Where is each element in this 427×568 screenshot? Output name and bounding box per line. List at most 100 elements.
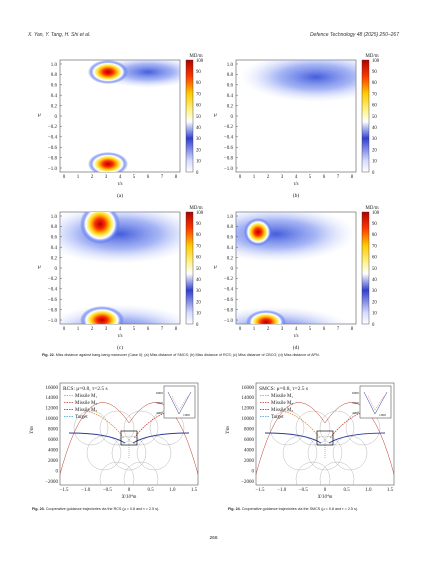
y-tick-label: 0.2 [227, 104, 234, 109]
inset-tick: 1000 [379, 413, 386, 417]
y-tick-label: 8000 [48, 428, 59, 433]
colorbar-tick: 20 [372, 300, 377, 305]
x-tick-label: 1 [253, 175, 256, 180]
y-tick-label: −0.6 [224, 146, 234, 151]
colorbar-title: MD/m [365, 206, 378, 211]
y-tick-label: −0.6 [224, 298, 234, 303]
y-tick-label: −0.4 [224, 136, 234, 141]
y-axis-label: μ [214, 264, 217, 270]
x-tick-label: 1 [253, 327, 256, 332]
colorbar-tick: 10 [372, 312, 377, 317]
y-tick-label: 0.4 [51, 246, 58, 251]
y-tick-label: 0 [55, 267, 58, 272]
inset-tick: 5000 [352, 401, 359, 405]
colorbar-tick: 50 [372, 267, 377, 272]
y-tick-label: 4000 [244, 448, 255, 453]
y-tick-label: 16000 [242, 386, 255, 391]
inset-trajectory [167, 391, 192, 415]
trajectory-panel: 6000 5000 4000 1000 SMCS: μ=0.8, τ=2.5 s Miss… [226, 382, 395, 500]
region-circle [99, 461, 135, 485]
x-tick-label: 3 [281, 327, 284, 332]
colorbar-tick: 40 [372, 278, 377, 283]
y-tick-label: 0 [56, 469, 59, 474]
colorbar-tick: 90 [196, 222, 201, 227]
region-circle [319, 461, 355, 485]
panel-label: (d) [293, 344, 300, 351]
colorbar-tick: 30 [372, 289, 377, 294]
inset-tick: 5000 [156, 401, 163, 405]
y-tick-label: −0.8 [48, 308, 58, 313]
heat-region [236, 212, 356, 262]
x-tick-label: 2 [267, 175, 270, 180]
y-tick-label: −0.4 [48, 136, 58, 141]
inset-tick: 4000 [156, 411, 163, 415]
x-tick-label: 1.5 [191, 488, 198, 493]
colorbar-title: MD/m [365, 54, 378, 59]
hot-region [80, 306, 124, 324]
y-tick-label: 8000 [244, 428, 255, 433]
y-axis-label: μ [38, 264, 41, 270]
region-circle [123, 410, 159, 446]
inset-tick: 4000 [352, 411, 359, 415]
x-tick-label: −1.5 [59, 488, 69, 493]
x-tick-label: 1 [77, 175, 80, 180]
y-axis-label: Y/m [226, 426, 231, 434]
colorbar-tick: 100 [196, 211, 204, 216]
x-tick-label: 0 [63, 175, 66, 180]
heatmap-panel: 1.0 0.8 0.6 0.4 0.2 0 −0.2 −0.4 −0.6 −0.8 −1.0 0 1 2 3… [214, 206, 380, 351]
colorbar-tick: 30 [196, 289, 201, 294]
inset-trajectory [171, 395, 189, 411]
page-number: 266 [209, 536, 218, 541]
inset-tick: 6000 [156, 391, 163, 395]
x-tick-label: 6 [147, 327, 150, 332]
x-tick-label: 1.0 [169, 488, 176, 493]
y-tick-label: −0.2 [224, 277, 234, 282]
colorbar-tick: 10 [372, 160, 377, 165]
colorbar-tick: 70 [196, 92, 201, 97]
y-tick-label: 6000 [48, 438, 59, 443]
x-tick-label: 5 [309, 327, 312, 332]
y-tick-label: 0.2 [227, 256, 234, 261]
x-tick-label: 4 [295, 175, 298, 180]
y-tick-label: 1.0 [51, 215, 58, 220]
x-tick-label: 7 [337, 327, 340, 332]
colorbar-tick: 20 [372, 148, 377, 153]
y-tick-label: 0.6 [227, 84, 234, 89]
y-tick-label: 10000 [242, 417, 255, 422]
heat-region [96, 178, 200, 206]
x-tick-label: 8 [175, 327, 178, 332]
colorbar-tick: 50 [372, 115, 377, 120]
colorbar-title: MD/m [189, 54, 202, 59]
trajectory-m1 [83, 410, 125, 439]
trajectory-m3 [132, 432, 190, 444]
fig24-caption: Fig. 24. Cooperative guidance trajectori… [228, 507, 359, 511]
x-tick-label: 0 [239, 175, 242, 180]
x-tick-label: 4 [119, 175, 122, 180]
y-tick-label: 1.0 [227, 63, 234, 68]
params-label: RCS: μ=0.8, τ=2.5 s [63, 386, 108, 392]
y-tick-label: 14000 [46, 396, 59, 401]
y-tick-label: 0.4 [51, 94, 58, 99]
y-tick-label: 0.4 [227, 246, 234, 251]
inset-trajectory [363, 391, 388, 415]
colorbar [185, 59, 194, 173]
colorbar-tick: 0 [372, 323, 375, 328]
y-tick-label: 1.0 [51, 63, 58, 68]
colorbar [361, 59, 370, 173]
y-tick-label: 0 [55, 115, 58, 120]
x-tick-label: 5 [309, 175, 312, 180]
x-tick-label: 5 [133, 327, 136, 332]
heat-region [241, 60, 356, 102]
y-tick-label: 2000 [244, 459, 255, 464]
colorbar-tick: 0 [196, 323, 199, 328]
x-tick-label: 8 [351, 327, 354, 332]
inset-tick: 1000 [183, 413, 190, 417]
y-tick-label: 14000 [242, 396, 255, 401]
colorbar-tick: 90 [372, 70, 377, 75]
legend-label: Missile M₃ [75, 408, 97, 413]
y-tick-label: 16000 [46, 386, 59, 391]
y-tick-label: 0 [252, 469, 255, 474]
y-tick-label: −0.8 [48, 156, 58, 161]
panel-label: (a) [117, 192, 123, 199]
